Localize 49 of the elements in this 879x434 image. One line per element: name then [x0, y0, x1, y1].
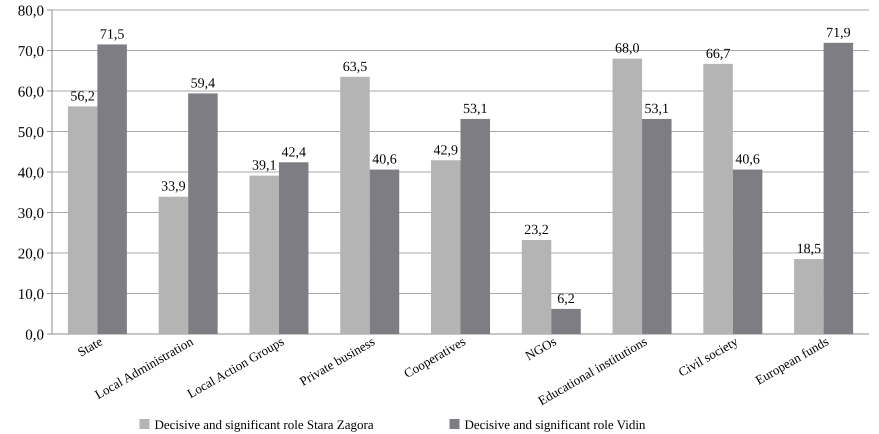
- data-label: 56,2: [70, 89, 95, 104]
- data-label: 42,4: [281, 145, 306, 160]
- x-tick-label: State: [74, 333, 106, 360]
- legend-label: Decisive and significant role Vidin: [464, 417, 646, 432]
- bar: [158, 196, 188, 334]
- data-label: 40,6: [735, 152, 760, 168]
- bar: [340, 76, 370, 334]
- data-label: 59,4: [190, 76, 216, 92]
- y-tick-label: 10,0: [18, 286, 44, 303]
- bar: [249, 176, 279, 334]
- bar: [824, 42, 854, 334]
- data-label: 23,2: [524, 223, 549, 238]
- data-label: 71,5: [100, 27, 124, 42]
- data-label: 6,2: [557, 292, 575, 307]
- data-label: 18,5: [796, 242, 822, 258]
- bar: [460, 118, 490, 334]
- y-tick-label: 20,0: [18, 246, 44, 262]
- data-label: 39,1: [252, 158, 276, 174]
- data-label: 66,7: [706, 46, 730, 62]
- bar: [703, 64, 733, 334]
- data-label: 53,1: [644, 102, 670, 117]
- y-tick-label: 0,0: [25, 327, 44, 344]
- bar: [612, 58, 642, 334]
- data-label: 63,5: [342, 60, 368, 75]
- y-tick-label: 80,0: [18, 3, 44, 20]
- legend-label: Decisive and significant role Stara Zagora: [154, 417, 374, 432]
- data-label: 33,9: [161, 180, 186, 195]
- bar: [642, 118, 672, 334]
- bar: [68, 106, 98, 334]
- bar: [732, 170, 762, 334]
- y-tick-label: 50,0: [18, 124, 44, 141]
- data-label: 53,1: [463, 102, 488, 117]
- data-label: 68,0: [615, 42, 640, 57]
- bar: [278, 162, 308, 334]
- y-tick-label: 30,0: [18, 206, 44, 222]
- data-label: 40,6: [372, 152, 397, 168]
- x-tick-label: NGOs: [522, 334, 559, 364]
- bar: [551, 308, 581, 334]
- bar: [370, 170, 400, 334]
- y-tick-label: 60,0: [18, 84, 44, 100]
- data-label: 71,9: [826, 26, 851, 41]
- bar: [522, 240, 552, 334]
- bar: [430, 160, 460, 334]
- y-tick-label: 40,0: [18, 165, 44, 182]
- bar: [97, 44, 127, 334]
- y-tick-label: 70,0: [18, 44, 44, 60]
- bar: [188, 93, 218, 334]
- bar: [794, 259, 824, 334]
- data-label: 42,9: [434, 143, 458, 158]
